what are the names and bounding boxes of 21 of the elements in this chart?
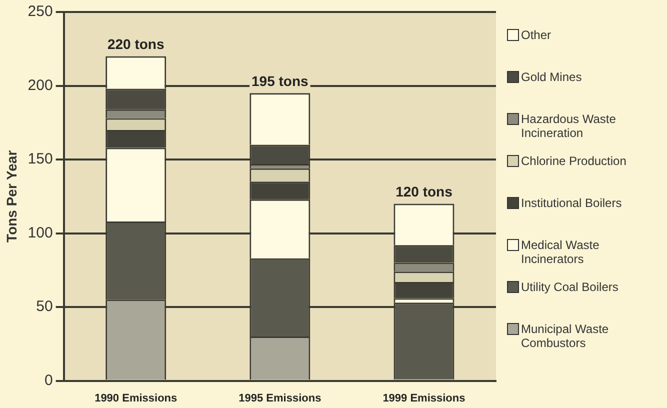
- total-label: 120 tons: [396, 184, 453, 200]
- legend-label: Chlorine Production: [521, 154, 626, 168]
- total-label: 195 tons: [252, 72, 309, 89]
- total-label: 220 tons: [107, 36, 164, 52]
- y-axis-title: Tons Per Year: [3, 150, 20, 242]
- legend-label: Other: [521, 28, 552, 42]
- y-tick-label: 100: [28, 224, 53, 242]
- legend-label: Medical Waste Incinerators: [521, 238, 600, 266]
- x-tick-label: 1995 Emissions: [238, 392, 322, 404]
- y-tick-label: 50: [36, 298, 53, 316]
- x-tick-label: 1990 Emissions: [94, 392, 178, 404]
- x-tick-label: 1999 Emissions: [382, 392, 466, 404]
- legend-label: Municipal Waste Combustors: [521, 322, 610, 350]
- legend-label: Gold Mines: [521, 70, 582, 84]
- legend-label: Institutional Boilers: [521, 196, 622, 210]
- y-tick-label: 250: [28, 3, 53, 20]
- y-tick-label: 200: [28, 76, 53, 94]
- legend-label: Utility Coal Boilers: [521, 280, 618, 294]
- y-tick-label: 150: [28, 150, 53, 168]
- legend-label: Hazardous Waste Incineration: [521, 112, 617, 140]
- y-tick-label: 0: [44, 372, 53, 389]
